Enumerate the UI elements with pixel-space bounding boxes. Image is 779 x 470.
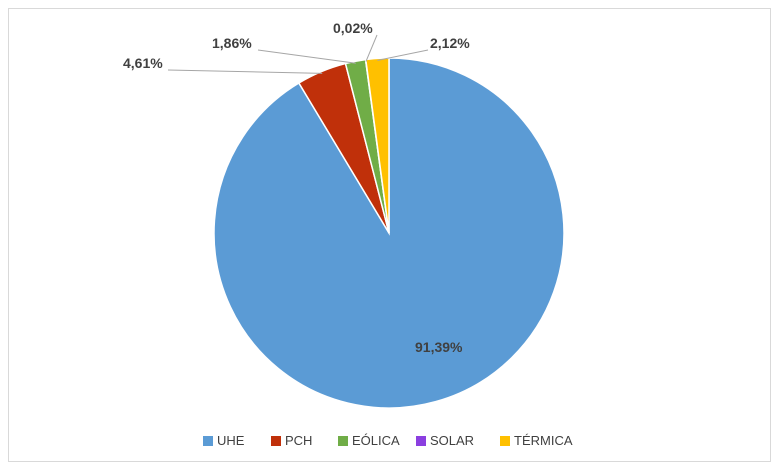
data-label-pch: 4,61% [123,55,163,71]
legend-label-solar: SOLAR [430,433,474,448]
legend-label-pch: PCH [285,433,312,448]
leader-line-pch [167,69,323,74]
data-labels: 91,39% 4,61% 1,86% 0,02% 2,12% [123,20,470,355]
legend: UHE PCH EÓLICA SOLAR TÉRMICA [203,433,573,448]
pie-slices [213,57,565,409]
legend-item-termica: TÉRMICA [500,433,573,448]
legend-item-pch: PCH [271,433,312,448]
data-label-uhe: 91,39% [415,339,463,355]
legend-label-termica: TÉRMICA [514,433,573,448]
leader-line-solar [365,34,378,62]
legend-item-eolica: EÓLICA [338,433,400,448]
data-label-eolica: 1,86% [212,35,252,51]
legend-swatch-solar [416,436,426,446]
legend-swatch-uhe [203,436,213,446]
legend-label-uhe: UHE [217,433,245,448]
leader-line-eolica [257,49,356,64]
data-label-termica: 2,12% [430,35,470,51]
legend-label-eolica: EÓLICA [352,433,400,448]
legend-item-solar: SOLAR [416,433,474,448]
legend-swatch-termica [500,436,510,446]
leader-line-termica [377,49,429,61]
leader-lines [167,34,429,74]
legend-item-uhe: UHE [203,433,245,448]
legend-swatch-eolica [338,436,348,446]
legend-swatch-pch [271,436,281,446]
data-label-solar: 0,02% [333,20,373,36]
